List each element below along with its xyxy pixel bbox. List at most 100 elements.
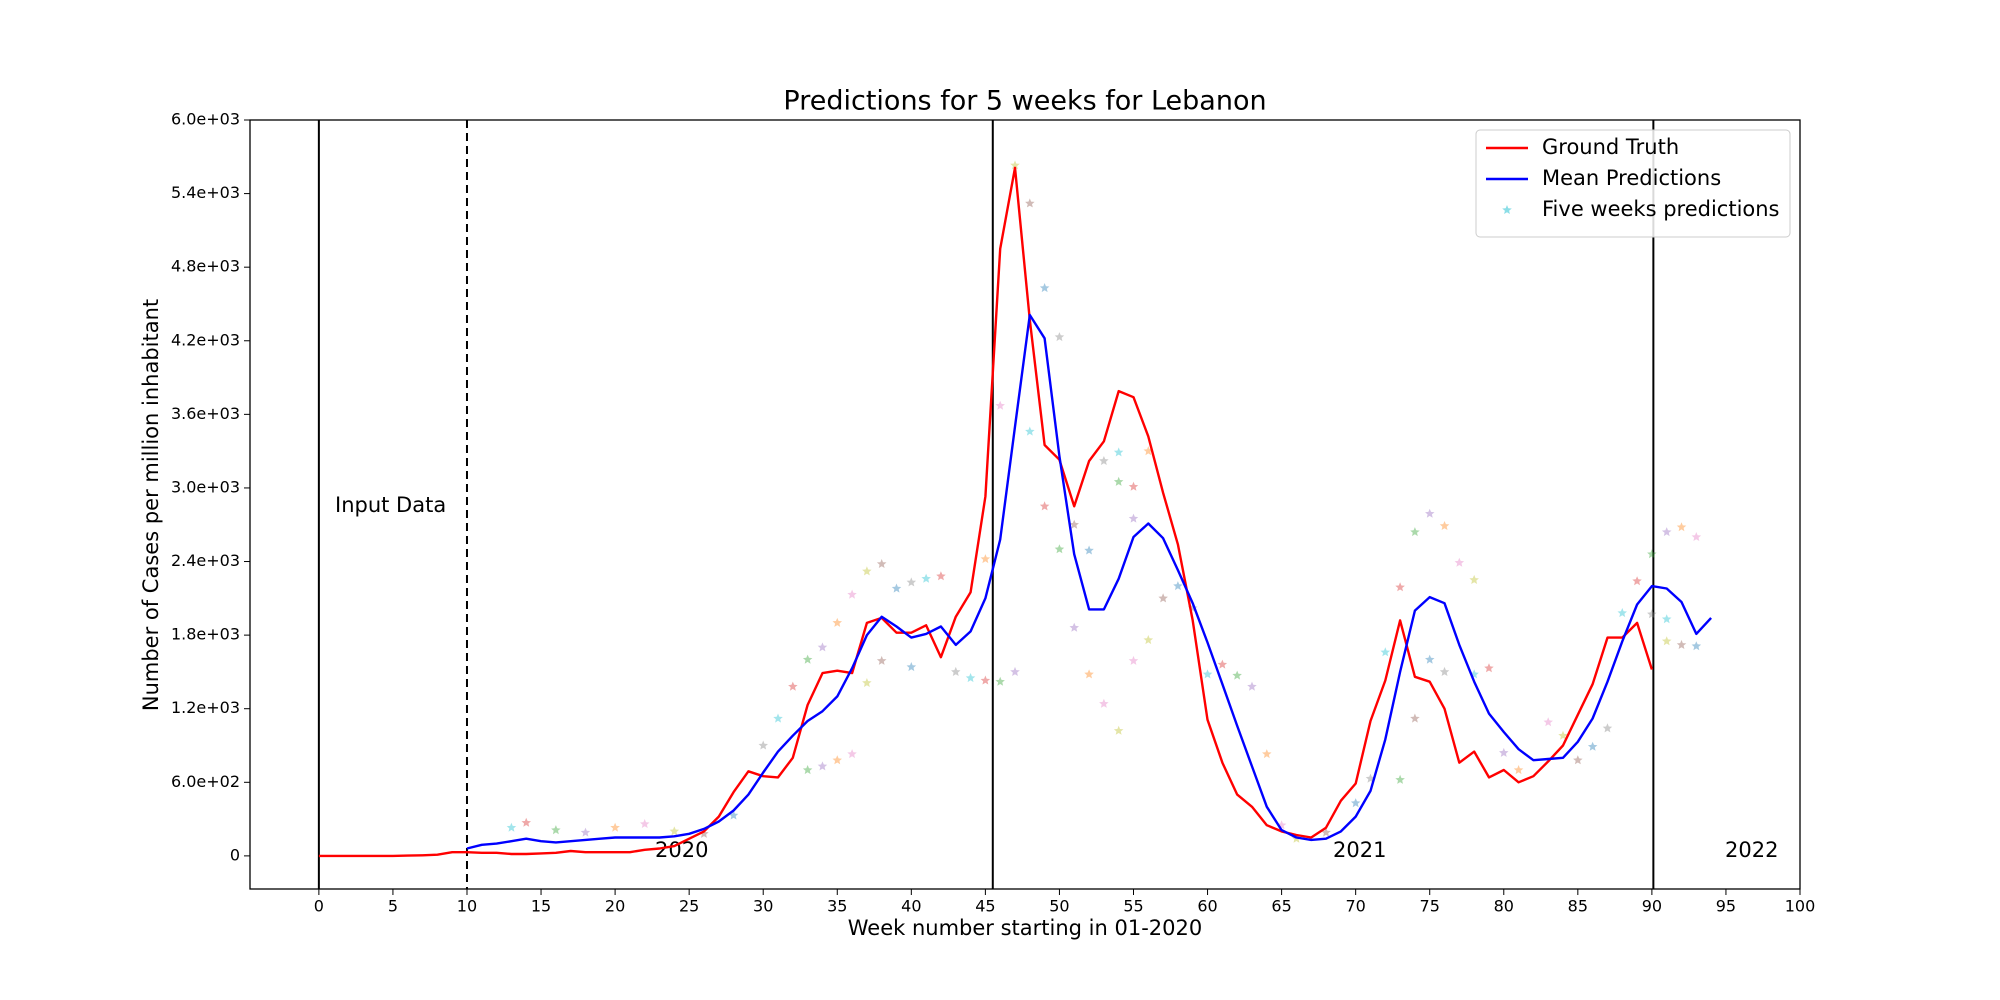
x-tick-label: 20 <box>605 897 625 916</box>
x-tick-label: 90 <box>1642 897 1662 916</box>
data-point <box>1410 527 1420 537</box>
x-tick-label: 5 <box>388 897 398 916</box>
data-point <box>1113 725 1124 735</box>
data-point <box>1676 639 1687 649</box>
data-point <box>580 827 591 837</box>
y-tick-label: 4.2e+03 <box>171 330 240 349</box>
data-point <box>1647 549 1657 559</box>
data-line <box>466 313 1712 850</box>
x-tick-label: 85 <box>1568 897 1588 916</box>
x-tick-label: 35 <box>827 897 847 916</box>
data-point <box>1158 593 1168 603</box>
data-point <box>951 666 961 676</box>
chart-title: Predictions for 5 weeks for Lebanon <box>783 86 1266 117</box>
data-point <box>1143 635 1154 645</box>
y-tick-label: 1.8e+03 <box>171 625 240 644</box>
y-axis-label: Number of Cases per million inhabitant <box>139 299 163 711</box>
data-point <box>1247 681 1257 691</box>
y-tick-label: 2.4e+03 <box>171 551 240 570</box>
data-point <box>832 755 842 765</box>
data-point <box>1380 647 1390 657</box>
data-point <box>1691 641 1702 651</box>
data-point <box>862 566 872 576</box>
data-point <box>906 662 917 672</box>
data-point <box>876 655 887 665</box>
data-point <box>862 678 872 687</box>
data-point <box>1425 508 1435 518</box>
data-point <box>1010 160 1020 170</box>
data-point <box>1128 513 1139 523</box>
data-point <box>995 676 1005 686</box>
legend-label: Mean Predictions <box>1542 166 1721 190</box>
data-point <box>1321 827 1331 837</box>
data-point <box>921 573 931 583</box>
data-point <box>1039 283 1050 293</box>
legend-box <box>1475 129 1791 238</box>
x-tick-label: 25 <box>679 897 699 916</box>
data-point <box>1661 527 1672 537</box>
data-point <box>817 761 828 771</box>
data-point <box>773 713 783 723</box>
data-point <box>1647 609 1657 619</box>
annotation: 2021 <box>1333 838 1386 862</box>
data-point <box>728 810 739 820</box>
x-tick-label: 40 <box>901 897 921 916</box>
data-point <box>1617 608 1627 618</box>
legend-label: Ground Truth <box>1542 135 1679 159</box>
data-point <box>817 642 828 652</box>
x-tick-label: 80 <box>1494 897 1514 916</box>
data-point <box>1543 717 1553 727</box>
data-point <box>1202 669 1213 679</box>
x-tick-label: 30 <box>753 897 773 916</box>
y-tick-label: 6.0e+02 <box>171 772 240 791</box>
y-tick-label: 5.4e+03 <box>171 183 240 202</box>
y-tick-label: 0 <box>230 845 240 864</box>
data-point <box>1676 522 1687 532</box>
data-point <box>551 825 561 835</box>
data-point <box>699 828 709 838</box>
data-point <box>1128 481 1139 491</box>
data-point <box>876 559 887 568</box>
data-point <box>1262 749 1272 759</box>
data-point <box>1573 755 1583 765</box>
data-point <box>1025 426 1035 436</box>
legend-label: Five weeks predictions <box>1542 197 1780 221</box>
x-tick-label: 100 <box>1785 897 1816 916</box>
y-tick-label: 3.0e+03 <box>171 477 240 496</box>
data-point <box>1395 774 1405 784</box>
data-point <box>1691 532 1702 541</box>
annotation: Input Data <box>335 493 446 517</box>
data-point <box>1410 713 1420 723</box>
data-point <box>1395 582 1405 592</box>
data-point <box>1099 456 1109 465</box>
data-point <box>1425 654 1435 664</box>
data-point <box>1558 730 1568 740</box>
data-point <box>1143 446 1154 456</box>
data-point <box>847 589 857 599</box>
data-point <box>1439 521 1450 530</box>
data-point <box>1069 622 1079 632</box>
data-point <box>1484 663 1494 673</box>
data-point <box>832 617 842 627</box>
data-point <box>995 400 1005 410</box>
data-point <box>1439 666 1450 676</box>
x-tick-label: 60 <box>1197 897 1217 916</box>
data-point <box>1632 576 1642 586</box>
x-tick-label: 10 <box>457 897 477 916</box>
data-point <box>1069 519 1079 529</box>
data-point <box>669 826 680 836</box>
data-point <box>1025 198 1035 208</box>
y-tick-label: 3.6e+03 <box>171 404 240 423</box>
data-point <box>1232 670 1242 680</box>
data-point <box>1099 698 1109 708</box>
x-tick-label: 50 <box>1049 897 1069 916</box>
data-point <box>1010 666 1020 676</box>
data-point <box>802 765 813 775</box>
x-tick-label: 55 <box>1123 897 1143 916</box>
x-axis-label: Week number starting in 01-2020 <box>848 916 1202 940</box>
annotation: 2022 <box>1725 838 1778 862</box>
data-point <box>1113 447 1124 457</box>
y-tick-label: 1.2e+03 <box>171 698 240 717</box>
data-point <box>936 571 946 581</box>
